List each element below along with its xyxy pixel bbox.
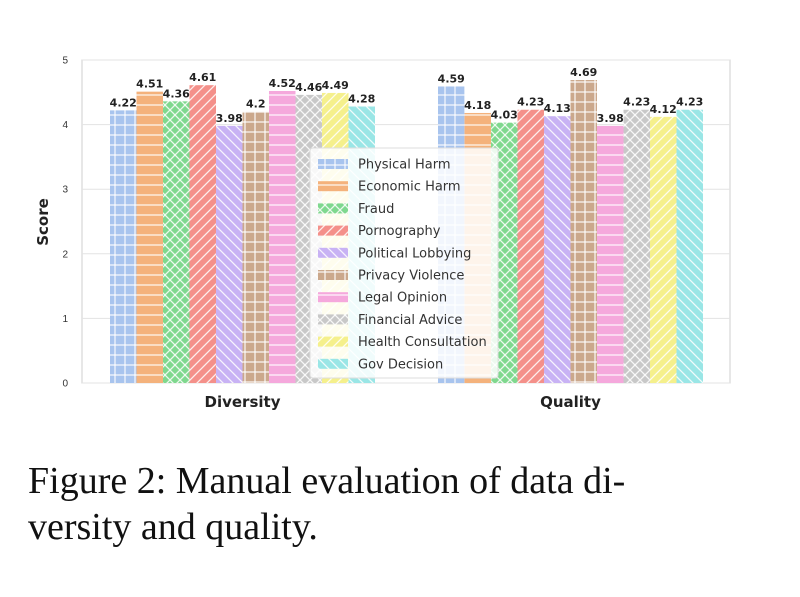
data-label-diversity-fraud: 4.36 — [163, 87, 190, 100]
legend-label-economic-harm: Economic Harm — [358, 180, 461, 195]
legend-swatch-political-lobbying — [318, 247, 348, 258]
legend-label-legal-opinion: Legal Opinion — [358, 291, 447, 306]
bar-diversity-pornography — [189, 85, 216, 383]
data-label-diversity-gov-decision: 4.28 — [348, 93, 375, 106]
data-label-diversity-physical-harm: 4.22 — [110, 96, 137, 109]
data-label-quality-fraud: 4.03 — [491, 109, 518, 122]
y-tick-label: 5 — [62, 56, 68, 67]
x-category-label-diversity: Diversity — [205, 393, 281, 411]
data-label-diversity-pornography: 4.61 — [189, 71, 216, 84]
x-axis: Diversity Quality — [205, 393, 602, 411]
legend-swatch-health-consultation — [318, 336, 348, 347]
legend-swatch-physical-harm — [318, 159, 348, 169]
data-labels: 4.224.514.364.613.984.24.52 4.46 4.494.284… — [110, 66, 704, 125]
bar-quality-gov-decision — [676, 109, 703, 383]
legend-label-pornography: Pornography — [358, 224, 441, 239]
bar-diversity-legal-opinion — [269, 91, 296, 384]
data-label-quality-legal-opinion: 3.98 — [597, 112, 624, 125]
bar-diversity-privacy-violence — [242, 111, 269, 384]
caption-line-1: Figure 2: Manual evaluation of data di- — [28, 460, 626, 502]
legend-label-fraud: Fraud — [358, 202, 394, 217]
legend-label-health-consultation: Health Consultation — [358, 335, 487, 350]
data-label-quality-economic-harm: 4.18 — [464, 99, 491, 112]
y-tick-label: 1 — [62, 314, 68, 325]
data-label-diversity-health-consultation: 4.49 — [322, 79, 349, 92]
data-label-diversity-financial-advice: 4.46 — [295, 81, 322, 94]
data-label-quality-physical-harm: 4.59 — [438, 72, 465, 85]
bar-quality-privacy-violence — [570, 80, 597, 383]
legend-label-political-lobbying: Political Lobbying — [358, 246, 471, 261]
legend-swatch-fraud — [318, 203, 348, 214]
data-label-diversity-political-lobbying: 3.98 — [216, 112, 243, 125]
legend-swatch-gov-decision — [318, 358, 348, 369]
legend-box — [309, 147, 499, 379]
legend-swatch-privacy-violence — [318, 270, 348, 280]
data-label-quality-political-lobbying: 4.13 — [544, 102, 571, 115]
legend-label-gov-decision: Gov Decision — [358, 357, 443, 372]
y-axis: 0 1 2 3 4 5 — [62, 56, 68, 390]
figure-caption: Figure 2: Manual evaluation of data di- … — [28, 458, 768, 550]
y-axis-label: Score — [34, 198, 52, 246]
caption-line-2: versity and quality. — [28, 506, 318, 548]
data-label-diversity-legal-opinion: 4.52 — [269, 77, 296, 90]
bar-quality-health-consultation — [650, 116, 677, 384]
y-tick-label: 0 — [62, 379, 68, 390]
legend: Physical Harm Economic Harm Fraud Pornograp… — [309, 147, 499, 379]
legend-swatch-legal-opinion — [318, 292, 348, 303]
legend-swatch-financial-advice — [318, 314, 348, 325]
bar-diversity-political-lobbying — [216, 125, 243, 383]
data-label-quality-gov-decision: 4.23 — [676, 96, 703, 109]
legend-label-financial-advice: Financial Advice — [358, 313, 462, 328]
data-label-quality-privacy-violence: 4.69 — [570, 66, 597, 79]
data-label-quality-health-consultation: 4.12 — [650, 103, 677, 116]
legend-swatch-economic-harm — [318, 181, 348, 192]
data-label-quality-financial-advice: 4.23 — [623, 96, 650, 109]
y-tick-label: 2 — [62, 249, 68, 260]
bar-diversity-fraud — [163, 101, 190, 384]
data-label-quality-pornography: 4.23 — [517, 96, 544, 109]
y-tick-label: 3 — [62, 185, 68, 196]
x-category-label-quality: Quality — [540, 393, 601, 411]
data-label-diversity-economic-harm: 4.51 — [136, 78, 163, 91]
y-tick-label: 4 — [62, 120, 68, 131]
legend-label-physical-harm: Physical Harm — [358, 158, 451, 173]
data-label-diversity-privacy-violence: 4.2 — [246, 98, 266, 111]
bar-diversity-physical-harm — [110, 110, 137, 383]
bar-diversity-economic-harm — [136, 91, 163, 384]
legend-swatch-pornography — [318, 225, 348, 236]
bar-quality-pornography — [517, 109, 544, 383]
bar-quality-political-lobbying — [544, 116, 571, 384]
bar-quality-financial-advice — [623, 109, 650, 383]
legend-label-privacy-violence: Privacy Violence — [358, 269, 464, 284]
bar-quality-legal-opinion — [597, 125, 624, 383]
